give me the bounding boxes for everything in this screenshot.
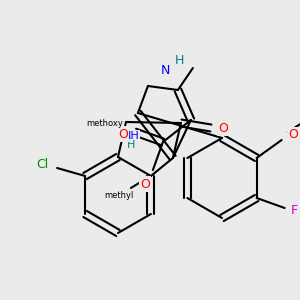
Text: O: O [218,122,228,134]
Text: O: O [118,128,128,140]
Text: H: H [127,140,135,150]
Text: H: H [175,53,184,67]
Text: Cl: Cl [36,158,48,172]
Text: methoxy: methoxy [86,119,123,128]
Text: methyl: methyl [104,191,134,200]
Text: O: O [140,178,150,190]
Text: O: O [289,128,298,142]
Text: N: N [161,64,171,76]
Text: NH: NH [123,131,140,141]
Text: F: F [291,205,298,218]
